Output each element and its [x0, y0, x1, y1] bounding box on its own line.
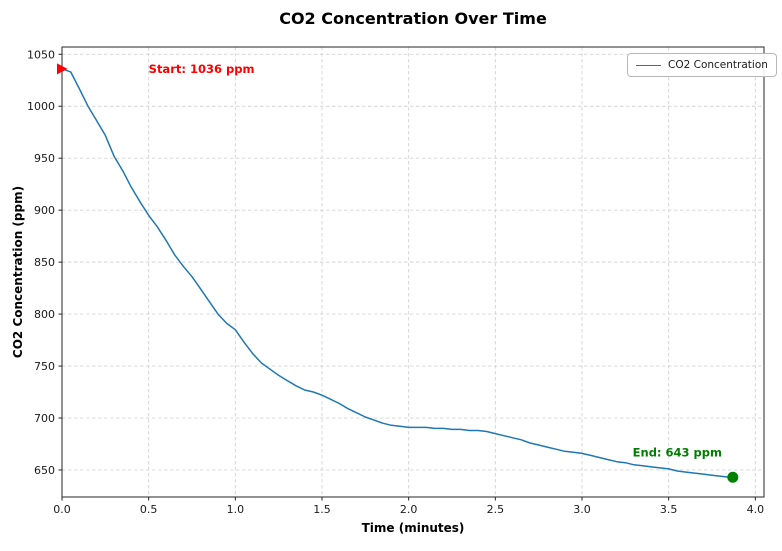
x-tick-label: 1.5	[313, 503, 331, 516]
y-tick-label: 650	[34, 464, 55, 477]
end-annotation: End: 643 ppm	[633, 445, 722, 459]
y-tick-label: 1050	[27, 48, 55, 61]
y-tick-label: 800	[34, 308, 55, 321]
x-axis-label: Time (minutes)	[361, 521, 465, 535]
chart-title: CO2 Concentration Over Time	[279, 9, 547, 28]
plot-border	[61, 46, 765, 498]
co2-line	[61, 68, 733, 479]
y-tick-label: 950	[34, 152, 55, 165]
chart-legend: CO2 Concentration	[627, 53, 777, 77]
x-tick-label: 0.0	[53, 503, 71, 516]
x-tick-label: 0.5	[140, 503, 158, 516]
y-tick-label: 750	[34, 360, 55, 373]
end-marker-icon	[727, 471, 739, 483]
x-tick-label: 3.0	[573, 503, 591, 516]
x-tick-label: 2.0	[400, 503, 418, 516]
y-tick-label: 850	[34, 256, 55, 269]
y-tick-label: 700	[34, 412, 55, 425]
x-tick-label: 2.5	[487, 503, 505, 516]
x-tick-label: 1.0	[227, 503, 245, 516]
y-tick-label: 1000	[27, 100, 55, 113]
start-marker-icon	[57, 63, 68, 75]
legend-line-sample-icon	[636, 64, 661, 66]
x-tick-label: 3.5	[660, 503, 678, 516]
x-tick-label: 4.0	[747, 503, 765, 516]
legend-label: CO2 Concentration	[668, 59, 768, 71]
start-annotation: Start: 1036 ppm	[149, 62, 255, 76]
y-tick-label: 900	[34, 204, 55, 217]
y-axis-label: CO2 Concentration (ppm)	[11, 185, 25, 359]
